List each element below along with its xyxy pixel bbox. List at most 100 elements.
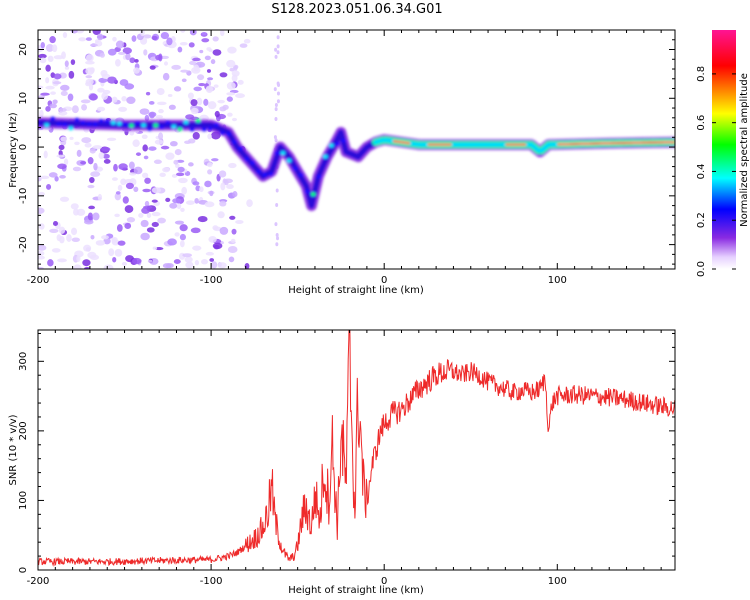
spectrogram-noise-blob: [45, 105, 51, 112]
spectrogram-noise-blob: [274, 138, 278, 143]
spectrogram-y-tick-label-2: 0: [18, 144, 29, 150]
spectrogram-noise-blob: [181, 78, 187, 83]
spectrogram-noise-blob: [132, 139, 140, 148]
spectrogram-noise-blob: [83, 244, 92, 252]
spectrogram-noise-blob: [117, 240, 126, 246]
spectrogram-noise-blob: [121, 95, 127, 102]
spectrogram-noise-blob: [120, 178, 127, 186]
spectrogram-noise-blob: [89, 93, 98, 101]
spectrogram-noise-blob: [223, 178, 233, 184]
spectrogram-noise-blob: [217, 211, 225, 219]
spectrogram-ridge-blob: [280, 151, 286, 156]
spectrogram-noise-blob: [275, 188, 279, 193]
spectrogram-ridge-blob: [225, 131, 231, 136]
spectrogram-y-tick-label-4: 20: [18, 43, 29, 56]
spectrogram-noise-blob: [173, 159, 179, 165]
snr-x-tick-label-2: 0: [381, 576, 387, 587]
spectrogram-noise-blob: [78, 37, 87, 42]
spectrogram-ridge-blob: [68, 126, 74, 131]
spectrogram-noise-blob: [38, 207, 45, 214]
spectrogram-noise-blob: [116, 224, 123, 232]
spectrogram-noise-blob: [82, 259, 91, 267]
spectrogram-noise-blob: [190, 227, 201, 234]
spectrogram-ridge-blob: [195, 118, 201, 123]
spectrogram-noise-blob: [70, 227, 78, 236]
spectrogram-ridge-peak: [392, 140, 411, 145]
spectrogram-noise-blob: [167, 93, 173, 97]
spectrogram-noise-blob: [159, 172, 166, 178]
spectrogram-noise-blob: [38, 53, 47, 59]
spectrogram-noise-blob: [179, 240, 185, 248]
spectrogram-noise-blob: [155, 114, 164, 119]
spectrogram-noise-blob: [45, 85, 55, 90]
spectrogram-noise-blob: [133, 166, 143, 175]
spectrogram-noise-blob: [185, 200, 195, 205]
spectrogram-x-axis: -200 -100 0 100: [27, 30, 662, 286]
spectrogram-noise-blob: [206, 162, 213, 168]
spectrogram-ridge-blob: [183, 120, 189, 125]
spectrogram-noise-blob: [171, 173, 178, 178]
spectrogram-ridge-blob: [274, 151, 280, 156]
spectrogram-noise-blob: [171, 64, 182, 70]
spectrogram-noise-blob: [117, 184, 123, 191]
spectrogram-noise-blob: [226, 184, 234, 190]
spectrogram-ridge-blob: [219, 130, 225, 135]
spectrogram-noise-blob: [219, 30, 225, 37]
spectrogram-noise-blob: [199, 186, 204, 193]
spectrogram-noise-blob: [52, 99, 58, 105]
spectrogram-noise-blob: [158, 108, 164, 114]
spectrogram-noise-blob: [197, 74, 205, 81]
spectrogram-noise-blob: [276, 91, 280, 96]
spectrogram-noise-blob: [89, 43, 98, 47]
spectrogram-ridge-blob: [92, 122, 98, 127]
spectrogram-noise-blob: [49, 103, 57, 109]
spectrogram-ridge-blob: [244, 157, 250, 162]
spectrogram-noise-blob: [113, 163, 118, 172]
spectrogram-noise-blob: [80, 99, 91, 104]
spectrogram-ridge-blob: [147, 127, 153, 132]
spectrogram-noise-blob: [92, 212, 100, 221]
spectrogram-noise-blob: [121, 261, 127, 266]
spectrogram-noise-blob: [192, 181, 200, 186]
snr-x-tick-label-3: 100: [548, 576, 567, 587]
spectrogram-noise-blob: [61, 51, 66, 60]
spectrogram-noise-blob: [59, 236, 65, 244]
spectrogram-noise-blob: [101, 92, 109, 100]
spectrogram-noise-blob: [235, 93, 245, 99]
spectrogram-noise-blob: [184, 140, 192, 144]
spectrogram-noise-blob: [115, 191, 121, 195]
spectrogram-noise-blob: [180, 69, 189, 73]
spectrogram-ridge-blob: [98, 118, 104, 123]
spectrogram-plot-area: [38, 30, 675, 269]
spectrogram-noise-blob: [214, 110, 220, 118]
spectrogram-noise-blob: [131, 35, 137, 42]
spectrogram-noise-blob: [169, 140, 178, 147]
spectrogram-noise-blob: [140, 219, 149, 228]
spectrogram-ridge-blob: [44, 123, 50, 128]
spectrogram-noise-blob: [155, 54, 162, 61]
spectrogram-noise-blob: [106, 137, 117, 142]
spectrogram-ridge-blob: [122, 122, 128, 127]
snr-x-tick-label-0: -200: [27, 576, 50, 587]
spectrogram-ridge-blob: [141, 123, 147, 128]
spectrogram-noise-blob: [64, 60, 69, 67]
spectrogram-noise-blob: [84, 142, 92, 148]
spectrogram-noise-blob: [204, 201, 215, 208]
spectrogram-x-tick-label-3: 100: [548, 275, 567, 286]
spectrogram-noise-blob: [108, 248, 115, 257]
spectrogram-noise-blob: [143, 155, 149, 160]
spectrogram-noise-blob: [220, 182, 226, 191]
spectrogram-noise-blob: [148, 101, 155, 105]
spectrogram-noise-blob: [275, 242, 279, 247]
spectrogram-noise: [38, 30, 281, 269]
snr-y-tick-label-1: 100: [18, 491, 29, 510]
spectrogram-noise-blob: [145, 91, 151, 96]
spectrogram-noise-blob: [274, 103, 278, 108]
spectrogram-noise-blob: [143, 49, 148, 56]
spectrogram-ridge-blob: [250, 160, 256, 165]
spectrogram-noise-blob: [49, 36, 56, 44]
spectrogram-noise-blob: [233, 65, 238, 71]
spectrogram-noise-blob: [160, 31, 170, 40]
spectrogram-noise-blob: [39, 57, 47, 64]
spectrogram-noise-blob: [38, 266, 44, 269]
